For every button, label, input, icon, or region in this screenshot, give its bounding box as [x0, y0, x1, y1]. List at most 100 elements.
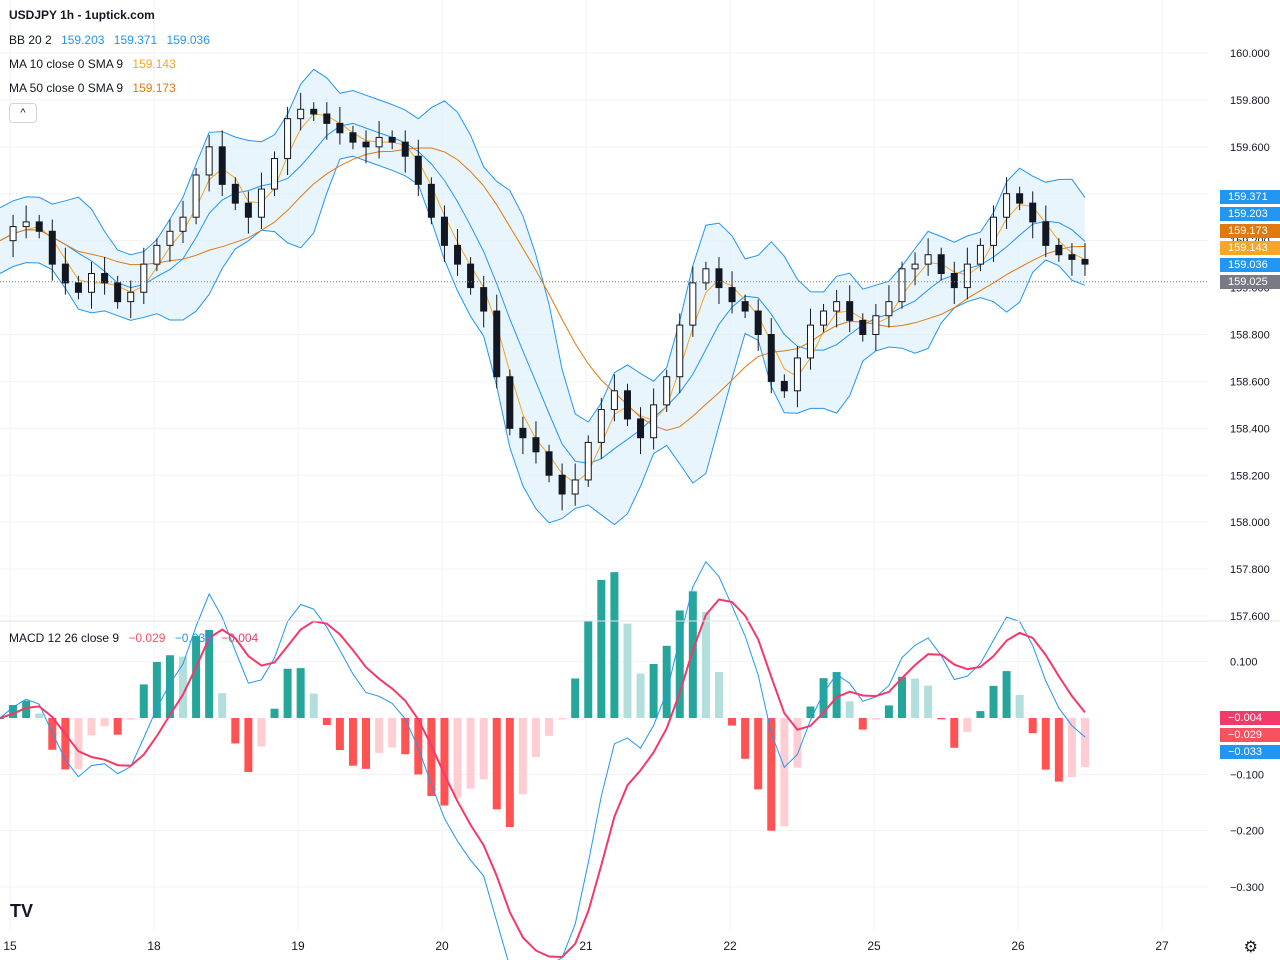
candle-body: [728, 287, 736, 303]
chevron-up-icon: ^: [20, 107, 26, 119]
macd-histogram-bar: [152, 662, 161, 718]
macd-histogram-bar: [1002, 671, 1011, 718]
candle-body: [715, 268, 723, 289]
price-tick-label: 158.800: [1230, 330, 1270, 342]
price-axis-tag: 159.173: [1220, 224, 1280, 238]
candle-body: [663, 376, 671, 406]
candle-body: [1016, 193, 1024, 204]
candle-body: [963, 263, 971, 289]
candle-body: [767, 334, 775, 382]
macd-histogram-bar: [375, 718, 384, 753]
macd-histogram-bar: [819, 678, 828, 718]
bb-legend-lower: 159.036: [166, 33, 210, 47]
macd-histogram-bar: [1054, 718, 1063, 782]
macd-histogram-bar: [741, 718, 750, 759]
macd-legend[interactable]: MACD 12 26 close 9 −0.029 −0.033 −0.004: [9, 631, 264, 645]
macd-axis-tag: −0.004: [1220, 711, 1280, 725]
macd-histogram-bar: [270, 708, 279, 718]
ma10-legend-label: MA 10 close 0 SMA 9: [9, 57, 124, 71]
candle-body: [101, 273, 109, 284]
macd-histogram-bar: [139, 684, 148, 718]
candle-body: [885, 301, 893, 317]
bollinger-bands: [0, 68, 1086, 526]
bollinger-band-fill: [0, 69, 1085, 525]
macd-legend-macd: −0.033: [174, 631, 212, 645]
candle-body: [1068, 254, 1076, 260]
settings-gear-icon[interactable]: ⚙: [1243, 939, 1258, 956]
macd-histogram-bar: [231, 718, 240, 744]
macd-histogram-bar: [165, 655, 174, 718]
candle-body: [427, 183, 435, 218]
candle-body: [846, 301, 854, 321]
macd-histogram-bar: [427, 718, 436, 796]
candle-body: [793, 357, 801, 392]
candle-body: [401, 141, 409, 157]
candle-body: [362, 141, 370, 148]
macd-histogram-bar: [545, 718, 554, 736]
price-axis-tag: 159.025: [1220, 275, 1280, 289]
candle-body: [414, 155, 422, 185]
bb-legend[interactable]: BB 20 2 159.203 159.371 159.036: [9, 33, 216, 47]
candle-body: [35, 221, 43, 232]
macd-histogram-bar: [937, 718, 946, 720]
macd-histogram-bar: [1015, 694, 1024, 718]
bb-legend-label: BB 20 2: [9, 33, 52, 47]
candle-body: [650, 404, 658, 439]
candle-body: [937, 254, 945, 275]
candle-body: [388, 136, 396, 143]
candle-body: [780, 380, 788, 392]
macd-histogram-bar: [322, 718, 331, 726]
macd-legend-hist: −0.029: [128, 631, 166, 645]
tradingview-logo[interactable]: TV: [10, 901, 34, 921]
macd-histogram-bar: [780, 718, 789, 827]
candle-body: [127, 291, 135, 303]
macd-histogram-bar: [989, 685, 998, 718]
candle-body: [1003, 193, 1011, 218]
candle-body: [218, 146, 226, 185]
ma10-legend[interactable]: MA 10 close 0 SMA 9 159.143: [9, 57, 182, 71]
macd-tick-label: 0.100: [1230, 657, 1258, 669]
macd-histogram-bar: [505, 718, 514, 828]
candle-body: [924, 254, 932, 265]
candle-body: [192, 174, 200, 218]
macd-histogram-bar: [466, 718, 475, 789]
macd-histogram-bar: [767, 718, 776, 831]
ma50-legend-label: MA 50 close 0 SMA 9: [9, 81, 124, 95]
macd-histogram-bar: [100, 718, 109, 727]
candle-body: [754, 310, 762, 335]
macd-histogram-bar: [675, 610, 684, 718]
macd-histogram-bar: [113, 718, 122, 735]
macd-histogram-bar: [440, 718, 449, 806]
candle-body: [166, 230, 174, 246]
macd-histogram-bar: [754, 718, 763, 790]
candle-body: [297, 108, 305, 120]
candle-body: [61, 263, 69, 284]
macd-histogram-bar: [22, 700, 31, 718]
candle-body: [284, 118, 292, 160]
candle-body: [676, 324, 684, 378]
price-tick-label: 158.600: [1230, 376, 1270, 388]
bollinger-basis-line: [0, 122, 1086, 465]
candle-body: [584, 441, 592, 481]
macd-histogram-bar: [623, 623, 632, 718]
macd-histogram-bar: [126, 718, 135, 720]
candle-body: [976, 244, 984, 265]
candle-body: [310, 108, 318, 115]
time-tick-label: 21: [579, 939, 593, 953]
candle-body: [1055, 244, 1063, 256]
macd-histogram-bar: [597, 579, 606, 718]
ma50-legend[interactable]: MA 50 close 0 SMA 9 159.173: [9, 81, 182, 95]
price-tick-label: 160.000: [1230, 48, 1270, 60]
candle-body: [519, 427, 527, 439]
bb-legend-basis: 159.203: [61, 33, 105, 47]
collapse-legend-button[interactable]: ^: [9, 103, 37, 123]
candle-body: [493, 310, 501, 378]
macd-histogram-bar: [0, 718, 4, 719]
macd-histogram-bar: [897, 676, 906, 718]
macd-histogram-bar: [35, 713, 44, 718]
price-axis-tag: 159.203: [1220, 207, 1280, 221]
signal-line: [0, 598, 1086, 959]
price-tick-label: 157.800: [1230, 564, 1270, 576]
macd-histogram-bar: [1067, 718, 1076, 778]
